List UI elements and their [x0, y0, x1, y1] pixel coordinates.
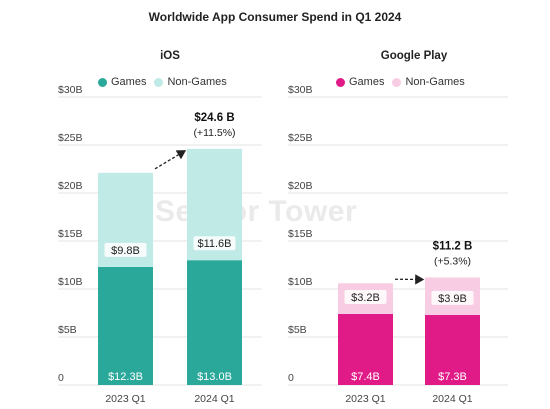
data-label-google-play: $3.2B: [351, 292, 380, 304]
data-label-ios: $12.3B: [108, 371, 143, 383]
data-label-google-play: $7.3B: [438, 371, 467, 383]
chart-title: Worldwide App Consumer Spend in Q1 2024: [148, 10, 402, 24]
legend-swatch-games: [336, 77, 345, 87]
legend-item-non-games: Non-Games: [392, 76, 465, 88]
panel-title-google-play: Google Play: [380, 50, 448, 62]
y-tick-label-ios: $25B: [58, 132, 83, 144]
panel-title-ios: iOS: [160, 50, 180, 62]
y-tick-label-ios: $30B: [58, 84, 83, 96]
y-tick-label-google-play: 0: [288, 372, 294, 384]
change-annotation-google-play: (+5.3%): [434, 255, 471, 267]
x-tick-label-google-play: 2023 Q1: [345, 393, 385, 405]
legend-item-games: Games: [336, 76, 384, 88]
data-label-google-play: $3.9B: [438, 293, 467, 305]
bar-ios-games-2024-q1: [187, 260, 242, 385]
legend-swatch-games: [98, 77, 107, 87]
legend-label-non-games: Non-Games: [167, 76, 227, 88]
data-label-ios: $13.0B: [197, 371, 232, 383]
data-label-ios: $9.8B: [111, 245, 140, 257]
bar-ios-games-2023-q1: [98, 266, 153, 385]
data-label-bg-ios: [104, 242, 147, 257]
y-tick-label-ios: $5B: [58, 324, 77, 336]
data-label-bg-ios: [193, 236, 236, 251]
total-annotation-ios: $24.6 B: [194, 112, 234, 124]
legend-item-non-games: Non-Games: [154, 76, 227, 88]
data-label-google-play: $7.4B: [351, 371, 380, 383]
y-tick-label-google-play: $20B: [288, 180, 313, 192]
legend-item-games: Games: [98, 76, 146, 88]
x-tick-label-ios: 2023 Q1: [105, 393, 145, 405]
total-annotation-google-play: $11.2 B: [433, 240, 473, 252]
y-tick-label-ios: 0: [58, 372, 64, 384]
y-tick-label-ios: $20B: [58, 180, 83, 192]
legend-swatch-non-games: [392, 77, 402, 87]
legend-label-games: Games: [349, 76, 385, 88]
legend-google-play: Games Non-Games: [336, 76, 473, 88]
legend-label-games: Games: [111, 76, 147, 88]
bar-google-play-games-2023-q1: [338, 313, 393, 385]
data-label-bg-google-play: [344, 289, 387, 304]
y-tick-label-google-play: $5B: [288, 324, 307, 336]
x-tick-label-ios: 2024 Q1: [194, 393, 234, 405]
data-label-bg-google-play: [431, 290, 474, 305]
legend-label-non-games: Non-Games: [405, 76, 465, 88]
y-tick-label-google-play: $30B: [288, 84, 313, 96]
growth-arrow-ios: [154, 150, 187, 170]
change-annotation-ios: (+11.5%): [193, 127, 235, 139]
y-tick-label-google-play: $25B: [288, 132, 313, 144]
legend-ios: Games Non-Games: [98, 76, 235, 88]
legend-swatch-non-games: [154, 77, 164, 87]
y-tick-label-google-play: $10B: [288, 276, 313, 288]
y-tick-label-ios: $15B: [58, 228, 83, 240]
y-tick-label-ios: $10B: [58, 276, 83, 288]
bar-google-play-games-2024-q1: [425, 314, 480, 385]
data-label-ios: $11.6B: [197, 238, 231, 250]
x-tick-label-google-play: 2024 Q1: [432, 393, 472, 405]
y-tick-label-google-play: $15B: [288, 228, 313, 240]
